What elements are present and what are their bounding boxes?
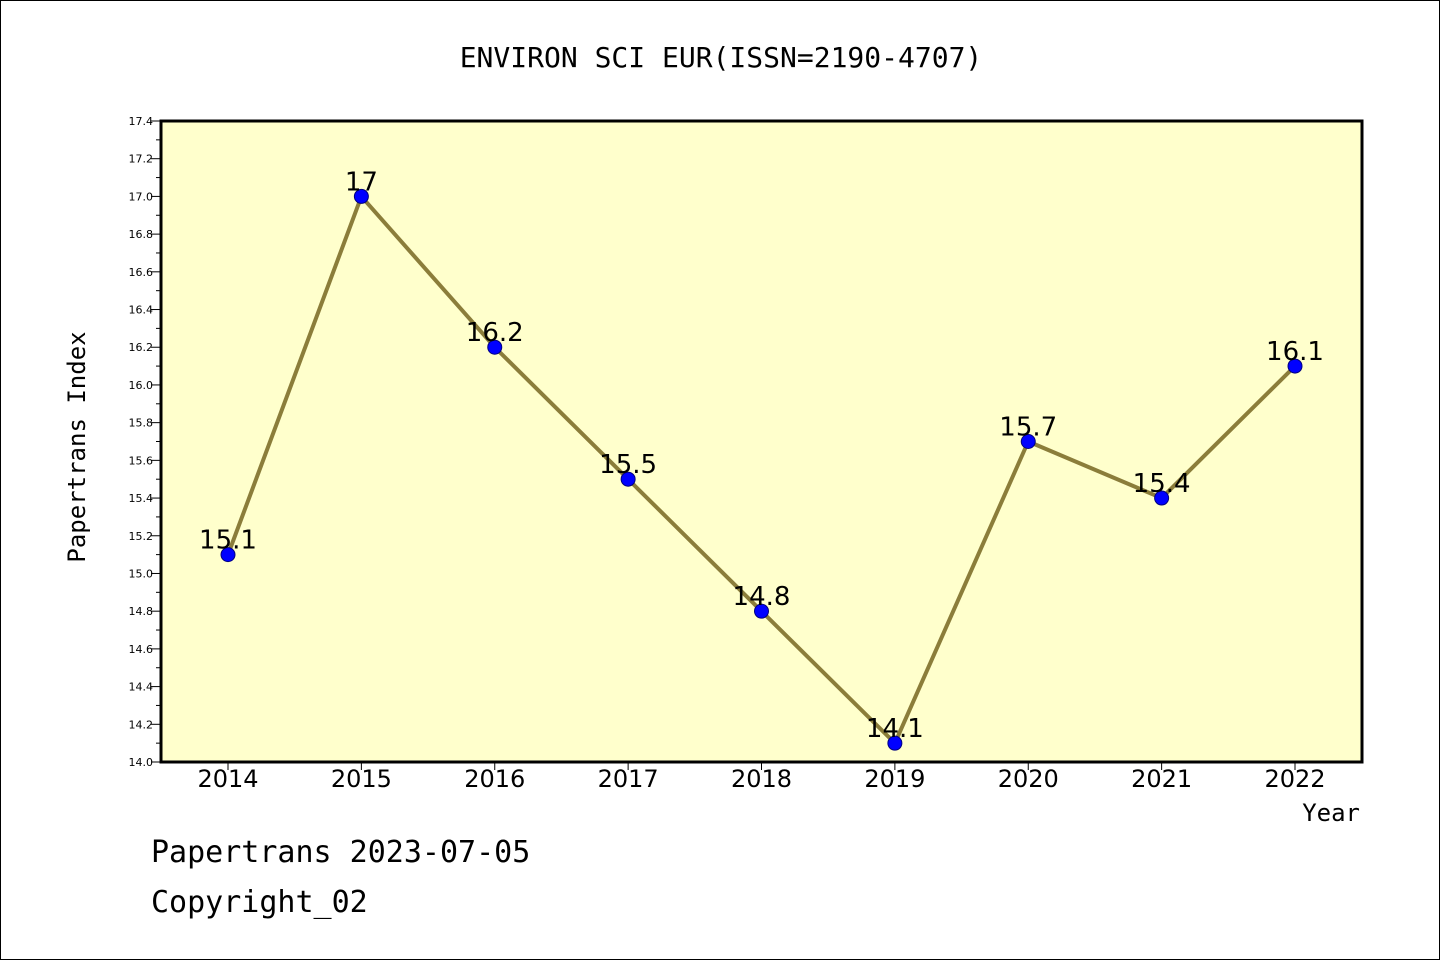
data-label: 15.5 [599, 450, 657, 480]
x-tick-label: 2021 [1131, 765, 1192, 793]
y-tick-label: 15.6 [129, 454, 154, 467]
data-label: 16.1 [1266, 337, 1324, 367]
data-point [1287, 358, 1303, 374]
x-tick-label: 2015 [331, 765, 392, 793]
y-tick-label: 16.6 [129, 266, 154, 279]
footer-date-text: Papertrans 2023-07-05 [151, 835, 531, 870]
data-point [1020, 434, 1036, 449]
x-tick-label: 2019 [864, 765, 925, 793]
y-tick-label: 16.2 [129, 341, 154, 354]
y-tick-label: 16.0 [129, 379, 154, 392]
data-point [887, 735, 903, 751]
y-tick-label: 16.4 [129, 304, 154, 317]
footer-copyright-text: Copyright_02 [151, 885, 368, 920]
data-label: 17 [345, 167, 378, 197]
y-tick-label: 14.4 [129, 681, 154, 694]
x-axis: 2014 2015 2016 2017 2018 2019 2020 2021 2022 [197, 762, 1326, 793]
y-tick-label: 14.0 [129, 756, 154, 769]
y-tick-label: 15.8 [129, 417, 154, 430]
data-series [220, 188, 1303, 751]
chart-title: ENVIRON SCI EUR(ISSN=2190-4707) [460, 41, 983, 74]
y-tick-label: 14.2 [129, 718, 154, 731]
y-tick-label: 14.6 [129, 643, 154, 656]
x-tick-label: 2016 [464, 765, 525, 793]
plot-area [159, 119, 1364, 764]
x-tick-label: 2022 [1264, 765, 1325, 793]
data-label: 14.8 [733, 582, 791, 612]
x-axis-label: Year [1302, 799, 1360, 827]
y-tick-label: 17.0 [129, 190, 154, 203]
y-tick-label: 15.0 [129, 567, 154, 580]
data-point [754, 603, 769, 619]
data-point [220, 547, 236, 563]
x-tick-label: 2020 [998, 765, 1059, 793]
y-axis: 14.0 14.2 14.4 14.6 14.8 15.0 15.2 15.4 15.6 15.8… [129, 115, 161, 769]
y-tick-label: 14.8 [129, 605, 154, 618]
y-tick-label: 15.4 [129, 492, 154, 505]
y-tick-label: 17.2 [129, 153, 154, 166]
x-tick-label: 2018 [731, 765, 792, 793]
data-label: 14.1 [866, 714, 924, 744]
x-tick-label: 2014 [197, 765, 258, 793]
data-label: 15.4 [1133, 469, 1191, 499]
data-point [353, 188, 369, 204]
data-point [620, 471, 636, 487]
y-axis-label: Papertrans Index [63, 331, 91, 562]
data-label: 15.7 [999, 413, 1057, 443]
y-tick-label: 16.8 [129, 228, 154, 241]
data-label: 16.2 [466, 318, 524, 348]
data-point [1154, 490, 1170, 506]
data-labels: 15.1 17 16.2 15.5 14.8 14.1 15.7 15.4 16.1 [199, 167, 1324, 744]
x-tick-label: 2017 [598, 765, 659, 793]
data-point [487, 339, 503, 355]
data-label: 15.1 [199, 526, 257, 556]
y-tick-label: 17.4 [129, 115, 154, 128]
y-tick-label: 15.2 [129, 530, 154, 543]
